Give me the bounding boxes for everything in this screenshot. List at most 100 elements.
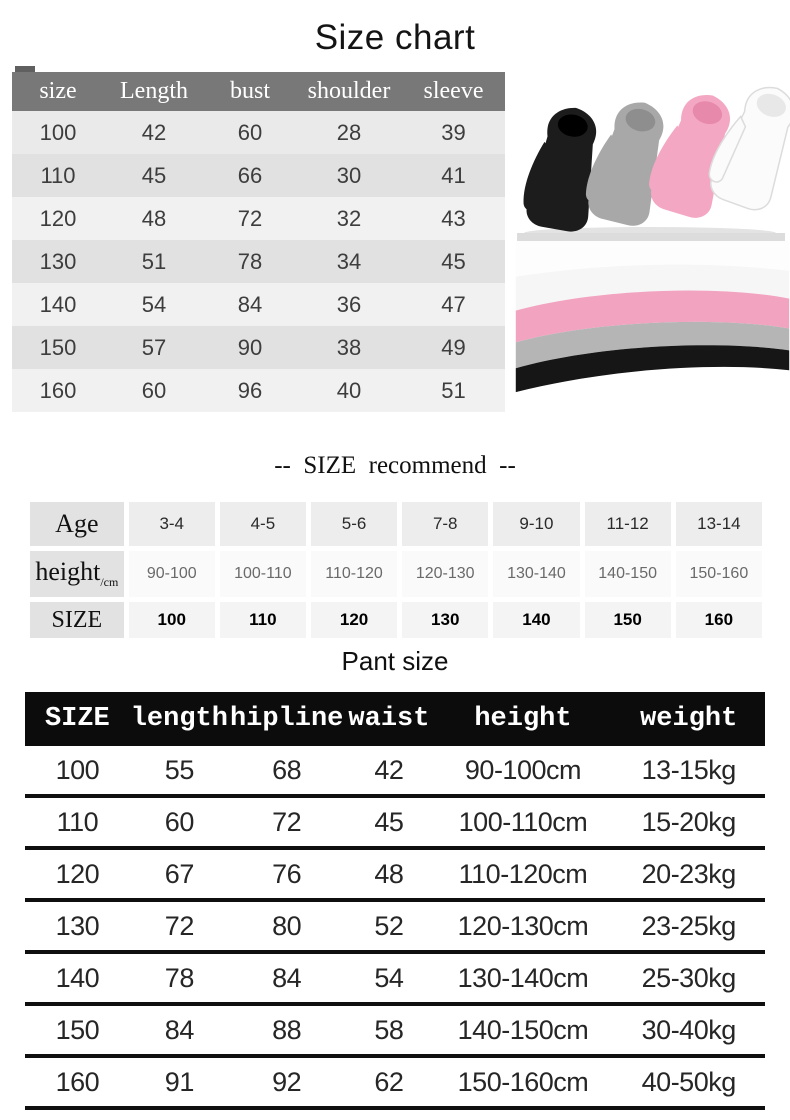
cell: 140 [493,602,580,638]
cell: 130 [25,900,130,954]
cell: 45 [344,796,434,850]
cell: 120 [25,848,130,902]
header-row: size Length bust shoulder sleeve [12,72,505,111]
fabric-stack-photo [515,241,790,415]
header-row: SIZE length hipline waist height weight [25,692,765,746]
cell: 67 [129,848,229,902]
fabric-highlight [515,241,790,277]
cell: 160 [675,602,762,638]
size-chart-table: size Length bust shoulder sleeve 100 42 60 28 39… [12,72,505,412]
page-title: Size chart [314,18,476,57]
table-row: 160 91 92 62 150-160cm 40-50kg [25,1056,765,1110]
table-row: 120 48 72 32 43 [12,197,505,240]
cell: 100 [39,119,77,145]
row-label: height/cm [30,551,124,597]
cell: 40-50kg [612,1056,765,1110]
cell: 88 [228,1004,345,1058]
hood-opening [756,93,786,117]
cell: 140 [25,952,130,1006]
column-header: weight [612,692,765,746]
cell: 43 [441,205,466,231]
cell: 41 [441,162,466,188]
size-recommend-table: Age 3-4 4-5 5-6 7-8 9-10 11-12 13-14 height/cm 90… [25,497,767,643]
header-corner-notch [15,66,35,74]
column-header: shoulder [296,72,402,111]
shadow-strip [517,233,785,241]
table-row: 120 67 76 48 110-120cm 20-23kg [25,848,765,902]
cell: 54 [344,952,434,1006]
cell: 150 [25,1004,130,1058]
cell: 160 [25,1056,130,1110]
cell: 30 [336,162,362,188]
cell: 130-140cm [433,952,613,1006]
cell: 110-120 [310,551,398,597]
table-row: 160 60 96 40 51 [12,369,505,412]
row-label: SIZE [30,602,124,638]
hood-opening [625,108,656,132]
table-row: 140 78 84 54 130-140cm 25-30kg [25,952,765,1006]
column-header: bust [204,72,296,111]
cell: 15-20kg [612,796,765,850]
cell: 66 [237,162,263,188]
cell: 130 [39,248,77,274]
cell: 54 [141,291,167,317]
cell: 20-23kg [612,848,765,902]
cell: 48 [344,848,434,902]
cell: 4-5 [219,502,306,546]
cell: 100-110cm [433,796,613,850]
table-row: 100 42 60 28 39 [12,111,505,154]
column-header: Length [104,72,204,111]
table-row: 130 72 80 52 120-130cm 23-25kg [25,900,765,954]
table-row: SIZE 100 110 120 130 140 150 160 [30,602,762,638]
cell: 84 [237,291,263,317]
cell: 100-110 [219,551,306,597]
cell: 72 [237,205,263,231]
table-row: 110 45 66 30 41 [12,154,505,197]
cell: 110 [40,162,76,188]
cell: 84 [129,1004,229,1058]
fabric-layer-gray [515,321,790,369]
cell: 91 [129,1056,229,1110]
column-header: sleeve [402,72,505,111]
hoodie-pink [649,94,730,218]
recommend-title: -- SIZE recommend -- [274,452,516,479]
cell: 34 [336,248,362,274]
cell: 140-150 [584,551,671,597]
size-recommend-table-wrap: Age 3-4 4-5 5-6 7-8 9-10 11-12 13-14 height/cm 90… [25,497,767,643]
cell: 68 [228,746,345,798]
cell: 55 [129,746,229,798]
table-row: 110 60 72 45 100-110cm 15-20kg [25,796,765,850]
cell: 36 [336,291,362,317]
cell: 72 [129,900,229,954]
cell: 13-15kg [612,746,765,798]
fabric-layer-pink [515,290,790,343]
table-row: 140 54 84 36 47 [12,283,505,326]
table-row: 150 57 90 38 49 [12,326,505,369]
cell: 78 [129,952,229,1006]
table-row: height/cm 90-100 100-110 110-120 120-130 130-… [30,551,762,597]
cell: 45 [441,248,466,274]
cell: 45 [141,162,167,188]
cell: 38 [336,334,362,360]
table-row: 130 51 78 34 45 [12,240,505,283]
cell: 42 [344,746,434,798]
column-header: length [129,692,229,746]
cell: 39 [441,119,466,145]
cell: 58 [344,1004,434,1058]
hoodies-photo [511,72,790,242]
cell: 84 [228,952,345,1006]
cell: 150-160 [675,551,762,597]
column-header: waist [344,692,434,746]
cell: 120-130 [402,551,489,597]
hoodie-black [523,107,597,232]
cell: 23-25kg [612,900,765,954]
cell: 30-40kg [612,1004,765,1058]
cell: 49 [441,334,466,360]
cell: 150-160cm [433,1056,613,1110]
cell: 110-120cm [433,848,613,902]
cell: 120-130cm [433,900,613,954]
cell: 140-150cm [433,1004,613,1058]
cell: 48 [141,205,167,231]
cell: 76 [228,848,345,902]
